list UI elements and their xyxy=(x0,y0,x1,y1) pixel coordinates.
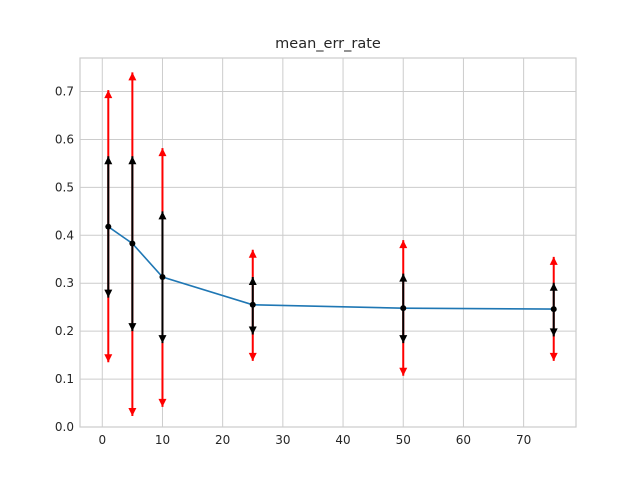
error-arrow-up xyxy=(104,156,113,165)
error-arrow-down xyxy=(549,328,558,337)
error-arrow-down xyxy=(248,326,257,335)
error-arrow-down xyxy=(104,354,113,363)
y-tick-label: 0.0 xyxy=(55,420,74,434)
x-tick-label: 0 xyxy=(98,433,106,447)
data-point xyxy=(400,305,407,312)
error-arrow-down xyxy=(399,335,408,344)
x-tick-label: 50 xyxy=(396,433,411,447)
error-arrow-up xyxy=(549,256,558,265)
x-tick-label: 70 xyxy=(516,433,531,447)
error-arrow-up xyxy=(248,249,257,258)
error-arrow-down xyxy=(248,352,257,361)
error-arrow-up xyxy=(399,273,408,282)
data-point xyxy=(550,306,557,313)
error-arrow-down xyxy=(158,398,167,407)
data-point xyxy=(249,301,256,308)
data-point xyxy=(129,240,136,247)
y-tick-label: 0.3 xyxy=(55,276,74,290)
y-tick-label: 0.4 xyxy=(55,228,74,242)
chart-title: mean_err_rate xyxy=(275,36,381,52)
x-tick-label: 10 xyxy=(155,433,170,447)
error-arrow-down xyxy=(158,335,167,344)
x-tick-label: 20 xyxy=(215,433,230,447)
axis-ticks: 0 10 20 30 40 50 60 70 0.0 0.1 0.2 0.3 0.4 0.5 0.6 0.7 xyxy=(55,85,531,447)
grid xyxy=(80,58,576,428)
error-arrow-up xyxy=(128,156,137,165)
data-point xyxy=(159,274,166,281)
x-tick-label: 60 xyxy=(456,433,471,447)
error-arrow-up xyxy=(158,148,167,157)
error-arrow-up xyxy=(549,282,558,291)
y-tick-label: 0.1 xyxy=(55,372,74,386)
y-tick-label: 0.5 xyxy=(55,180,74,194)
error-arrow-up xyxy=(248,277,257,286)
data-points xyxy=(105,223,557,313)
error-arrow-up xyxy=(104,90,113,99)
error-arrow-down xyxy=(128,407,137,416)
error-bars xyxy=(104,72,558,416)
data-point xyxy=(105,223,112,230)
error-arrow-down xyxy=(128,323,137,332)
error-arrow-up xyxy=(158,211,167,220)
axes-frame xyxy=(79,57,577,428)
error-arrow-up xyxy=(399,240,408,249)
error-arrow-down xyxy=(399,367,408,376)
error-arrow-down xyxy=(104,289,113,298)
y-tick-label: 0.6 xyxy=(55,132,74,146)
series-line xyxy=(107,226,554,310)
x-tick-label: 30 xyxy=(275,433,290,447)
error-arrow-down xyxy=(549,352,558,361)
series-line-path xyxy=(107,226,554,310)
y-tick-label: 0.7 xyxy=(55,85,74,99)
x-tick-label: 40 xyxy=(335,433,350,447)
error-arrow-up xyxy=(128,72,137,81)
y-tick-label: 0.2 xyxy=(55,324,74,338)
